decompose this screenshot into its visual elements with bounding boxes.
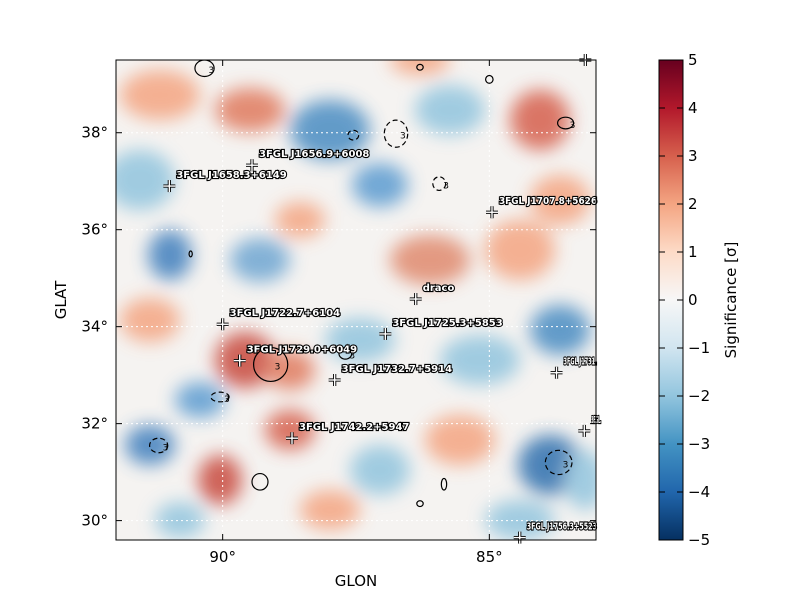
contour-layer: 3 3 3 3 3 3 3 3 3 bbox=[149, 60, 576, 508]
x-axis-label: GLON bbox=[335, 572, 377, 590]
negative-contour bbox=[383, 119, 409, 148]
y-tick-label: 32° bbox=[81, 415, 108, 433]
source-label: 3FGL J1658.3+6149 bbox=[176, 170, 286, 181]
colorbar-tick-label: −5 bbox=[688, 531, 710, 549]
colorbar-tick-label: 4 bbox=[688, 99, 698, 117]
negative-contour bbox=[347, 129, 360, 141]
positive-contour bbox=[251, 472, 269, 491]
colorbar-tick-label: 5 bbox=[688, 51, 698, 69]
source-label: 3FGL J1742.2+5947 bbox=[299, 422, 409, 433]
positive-contour bbox=[252, 346, 289, 383]
colorbar-tick-label: 1 bbox=[688, 243, 698, 261]
colorbar-tick-label: −4 bbox=[688, 483, 710, 501]
contour-level-label: 3 bbox=[563, 460, 569, 470]
colorbar-tick-label: −2 bbox=[688, 387, 710, 405]
positive-contour bbox=[338, 346, 353, 360]
colorbar-tick-label: 3 bbox=[688, 147, 698, 165]
map-texture bbox=[116, 60, 596, 540]
coordinate-grid bbox=[116, 60, 596, 540]
y-axis-ticks: 30° 32° 34° 36° 38° bbox=[81, 124, 596, 530]
source-label: 3FGL J1729.0+6049 bbox=[247, 345, 357, 356]
colorbar-tick-label: −3 bbox=[688, 435, 710, 453]
contour-level-label: 3 bbox=[349, 351, 355, 361]
contour-level-label: 3 bbox=[443, 182, 449, 192]
colorbar-ticks: 5 4 3 2 1 0 −1 −2 −3 −4 −5 bbox=[659, 51, 710, 549]
source-label: 3FGL J1722.7+6104 bbox=[230, 308, 340, 319]
y-tick-label: 30° bbox=[81, 512, 108, 530]
source-label: 3FGL J1656.9+6008 bbox=[259, 149, 369, 160]
colorbar-tick-label: −1 bbox=[688, 339, 710, 357]
colorbar: 5 4 3 2 1 0 −1 −2 −3 −4 −5 Significance [σ] bbox=[658, 51, 740, 549]
y-tick-label: 36° bbox=[81, 221, 108, 239]
negative-contour bbox=[485, 74, 494, 84]
contour-level-label: 3 bbox=[570, 121, 576, 131]
source-label: 3FGL J1732.7+5914 bbox=[342, 364, 452, 375]
contour-level-label: 3 bbox=[400, 132, 406, 142]
source-label: draco bbox=[423, 283, 455, 294]
colorbar-tick-label: 0 bbox=[688, 291, 698, 309]
positive-contour bbox=[416, 63, 424, 71]
negative-contour bbox=[149, 437, 169, 454]
contour-level-label: 3 bbox=[224, 395, 230, 405]
source-label: 3FGL J1725.3+5853 bbox=[392, 318, 502, 329]
x-tick-label: 90° bbox=[209, 548, 236, 566]
y-axis-label: GLAT bbox=[52, 280, 70, 319]
positive-contour bbox=[416, 500, 424, 508]
source-label: 3FGL J1707.8+5626 bbox=[499, 196, 597, 207]
y-tick-label: 38° bbox=[81, 124, 108, 142]
x-tick-label: 85° bbox=[476, 548, 503, 566]
negative-contour bbox=[544, 449, 573, 476]
x-axis-ticks: 90° 85° bbox=[209, 60, 503, 566]
positive-contour bbox=[556, 116, 575, 130]
source-label: 3FGL J1731. bbox=[564, 357, 597, 368]
colorbar-label: Significance [σ] bbox=[722, 242, 740, 359]
contour-level-label: 3 bbox=[275, 362, 281, 372]
y-tick-label: 34° bbox=[81, 318, 108, 336]
source-label: 3FGL J1756.3+5523 bbox=[527, 522, 597, 533]
positive-contour bbox=[194, 60, 215, 78]
negative-contour bbox=[210, 391, 230, 403]
contour-level-label: 3 bbox=[163, 443, 169, 453]
negative-contour bbox=[188, 250, 193, 258]
contour-level-label: 3 bbox=[209, 66, 215, 76]
negative-contour bbox=[432, 176, 447, 192]
significance-map: 3 3 3 3 3 3 3 3 3 3FGL J1656.9+6008 3FGL J1658.3+… bbox=[115, 54, 602, 544]
colorbar-tick-label: 2 bbox=[688, 195, 698, 213]
negative-contour bbox=[440, 477, 448, 491]
map-frame bbox=[115, 59, 597, 541]
